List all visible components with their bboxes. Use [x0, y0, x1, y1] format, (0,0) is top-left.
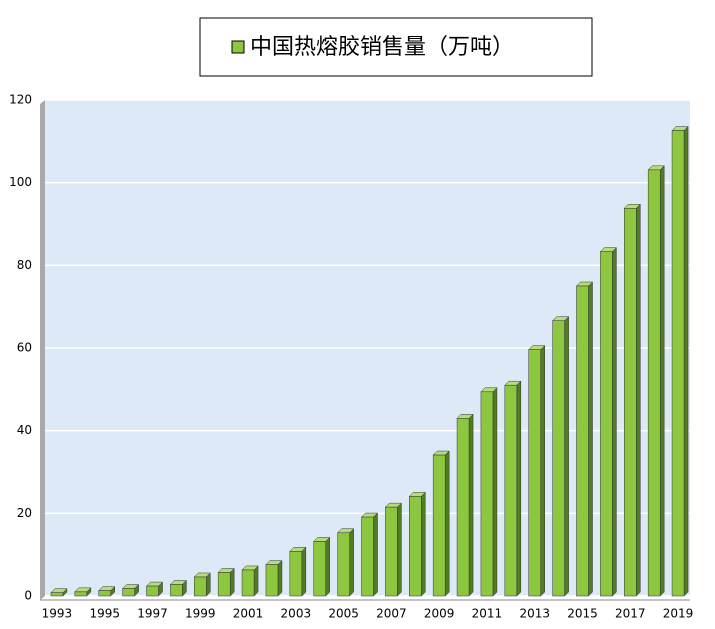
y-tick-label: 20	[17, 506, 32, 520]
x-tick-label: 2019	[663, 607, 694, 621]
x-tick-label: 2009	[424, 607, 455, 621]
bar	[98, 590, 111, 597]
x-tick-label: 2001	[233, 607, 264, 621]
bar	[671, 130, 685, 597]
x-tick-label: 2015	[567, 607, 598, 621]
bar	[456, 418, 470, 597]
x-tick-label: 2011	[472, 607, 503, 621]
y-tick-label: 60	[17, 341, 32, 355]
bar	[50, 592, 64, 597]
x-tick-label: 2007	[376, 607, 407, 621]
bar	[504, 384, 518, 597]
bar	[552, 320, 565, 597]
y-tick-label: 120	[9, 93, 32, 107]
bar	[480, 391, 494, 597]
bar-side	[683, 125, 689, 597]
bar	[409, 496, 422, 597]
bar-side	[421, 491, 426, 597]
bar	[265, 564, 279, 597]
legend-swatch	[231, 40, 245, 54]
bar	[576, 285, 589, 597]
bar-side	[325, 536, 330, 597]
x-tick-label: 2013	[519, 607, 550, 621]
bar-side	[540, 345, 545, 597]
bar	[337, 532, 350, 597]
bar-side	[349, 528, 354, 597]
bar-side	[612, 247, 617, 597]
bar	[600, 251, 613, 597]
y-tick-label: 40	[17, 423, 32, 437]
bar-side	[468, 413, 474, 597]
bar-side	[373, 512, 378, 597]
bar-side	[301, 546, 307, 597]
plot-wall	[40, 100, 45, 600]
x-tick-label: 2017	[615, 607, 646, 621]
bar	[289, 551, 303, 597]
bar	[122, 588, 135, 597]
bar-side	[444, 450, 450, 597]
x-tick-label: 2005	[328, 607, 359, 621]
bar-side	[636, 203, 641, 597]
x-tick-label: 1997	[137, 607, 168, 621]
bar	[217, 572, 231, 597]
bar-side	[659, 165, 665, 597]
bar-side	[277, 559, 283, 597]
legend-text: 中国热熔胶销售量（万吨）	[250, 35, 514, 60]
bar	[385, 506, 398, 597]
x-tick-label: 1999	[185, 607, 216, 621]
x-tick-label: 1993	[42, 607, 73, 621]
bar	[361, 516, 374, 597]
bar-side	[588, 281, 593, 597]
x-tick-label: 1995	[89, 607, 120, 621]
bar	[624, 208, 637, 597]
bar	[241, 569, 255, 597]
y-tick-label: 100	[9, 175, 32, 189]
bar-side	[564, 316, 569, 597]
bar	[313, 541, 326, 597]
bar-side	[229, 567, 235, 597]
bar	[647, 169, 661, 597]
bar-side	[516, 380, 522, 597]
y-tick-label: 0	[24, 589, 32, 603]
y-tick-label: 80	[17, 258, 32, 272]
bar-side	[253, 565, 259, 597]
bar	[170, 584, 183, 597]
x-tick-label: 2003	[281, 607, 312, 621]
bar	[146, 585, 159, 597]
bar-side	[397, 502, 402, 597]
bar	[528, 349, 541, 597]
bar-side	[492, 387, 498, 597]
bar	[74, 591, 88, 597]
bar	[194, 576, 207, 597]
legend-box	[199, 17, 593, 77]
bar	[432, 454, 446, 597]
